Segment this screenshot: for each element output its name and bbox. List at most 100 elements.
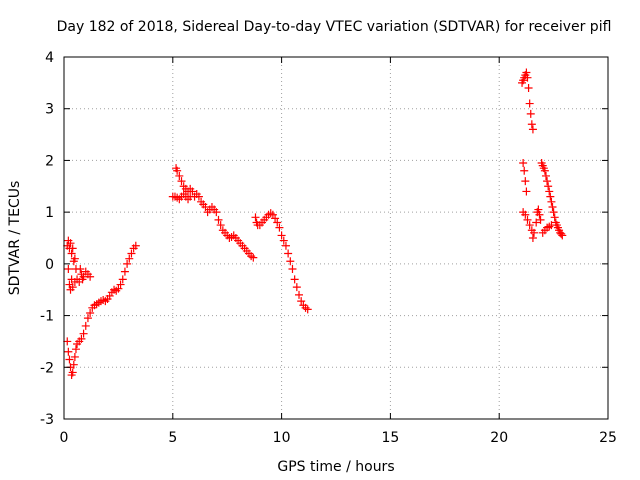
- data-point: [188, 187, 197, 196]
- data-point: [227, 232, 236, 241]
- x-tick-label: 5: [168, 430, 177, 446]
- y-tick-label: 0: [45, 257, 54, 273]
- y-tick-label: -3: [40, 412, 54, 428]
- data-point: [545, 222, 554, 231]
- data-point: [114, 284, 123, 293]
- data-point: [281, 241, 290, 250]
- data-point: [520, 166, 529, 175]
- data-point: [523, 215, 532, 224]
- data-point: [101, 297, 110, 306]
- plot-frame: [63, 56, 609, 420]
- data-point: [273, 218, 282, 227]
- data-point: [173, 193, 182, 202]
- data-point: [64, 347, 73, 356]
- data-point: [548, 202, 557, 211]
- data-points: [63, 68, 567, 380]
- data-point: [534, 205, 543, 214]
- data-point: [536, 215, 545, 224]
- data-point: [173, 166, 182, 175]
- data-point: [83, 314, 92, 323]
- y-tick-label: 1: [45, 205, 54, 221]
- y-tick-label: -2: [40, 360, 54, 376]
- y-tick-label: -1: [40, 309, 54, 325]
- data-point: [277, 231, 286, 240]
- data-point: [526, 109, 535, 118]
- data-point: [125, 254, 134, 263]
- data-point: [279, 236, 288, 245]
- data-point: [525, 99, 534, 108]
- data-point: [66, 239, 75, 248]
- data-point: [290, 275, 299, 284]
- grid: [64, 57, 608, 419]
- data-point: [522, 187, 531, 196]
- data-point: [86, 308, 95, 317]
- data-point: [63, 337, 72, 346]
- data-point: [271, 214, 280, 223]
- data-point: [297, 297, 306, 306]
- data-point: [546, 192, 555, 201]
- data-point: [67, 249, 76, 258]
- data-point: [519, 159, 528, 168]
- data-point: [295, 290, 304, 299]
- x-tick-label: 0: [60, 430, 69, 446]
- data-point: [558, 231, 567, 240]
- chart-title: Day 182 of 2018, Sidereal Day-to-day VTE…: [57, 19, 612, 35]
- data-point: [550, 213, 559, 222]
- y-axis-label: SDTVAR / TECUs: [7, 181, 23, 296]
- data-point: [249, 253, 258, 262]
- data-point: [131, 241, 140, 250]
- x-axis-label: GPS time / hours: [277, 459, 394, 475]
- data-point: [71, 345, 80, 354]
- data-point: [522, 68, 531, 77]
- data-point: [292, 283, 301, 292]
- data-point: [524, 84, 533, 93]
- data-point: [288, 265, 297, 274]
- data-point: [116, 280, 125, 289]
- data-point: [123, 259, 132, 268]
- x-tick-label: 15: [381, 430, 399, 446]
- data-point: [545, 187, 554, 196]
- x-tick-label: 10: [273, 430, 291, 446]
- data-point: [214, 215, 223, 224]
- data-point: [547, 221, 556, 230]
- data-point: [64, 265, 73, 274]
- data-point: [549, 208, 558, 217]
- data-point: [528, 234, 537, 242]
- data-point: [68, 368, 77, 377]
- data-point: [79, 329, 88, 338]
- data-point: [68, 283, 77, 292]
- data-point: [127, 249, 136, 258]
- data-point: [541, 171, 550, 180]
- data-point: [557, 229, 566, 238]
- data-point: [540, 166, 549, 175]
- data-point: [303, 305, 312, 314]
- data-point: [532, 218, 541, 227]
- data-point: [68, 244, 77, 253]
- data-point: [284, 249, 293, 258]
- data-point: [523, 73, 532, 82]
- data-point: [177, 177, 186, 186]
- data-point: [212, 208, 221, 217]
- data-point: [535, 210, 544, 219]
- data-point: [70, 254, 79, 263]
- data-point: [547, 197, 556, 206]
- data-point: [266, 209, 275, 218]
- data-point: [521, 177, 530, 186]
- data-point: [69, 360, 78, 369]
- y-tick-label: 3: [45, 102, 54, 118]
- data-point: [86, 272, 95, 281]
- data-point: [78, 275, 87, 284]
- data-point: [70, 352, 79, 361]
- data-point: [527, 120, 536, 129]
- data-point: [194, 192, 203, 201]
- data-point: [120, 267, 129, 276]
- data-point: [275, 223, 284, 232]
- data-point: [175, 171, 184, 180]
- data-point: [76, 265, 85, 274]
- data-point: [77, 334, 86, 343]
- data-point: [112, 286, 121, 295]
- data-point: [216, 221, 225, 230]
- data-point: [528, 125, 537, 134]
- data-point: [65, 355, 74, 364]
